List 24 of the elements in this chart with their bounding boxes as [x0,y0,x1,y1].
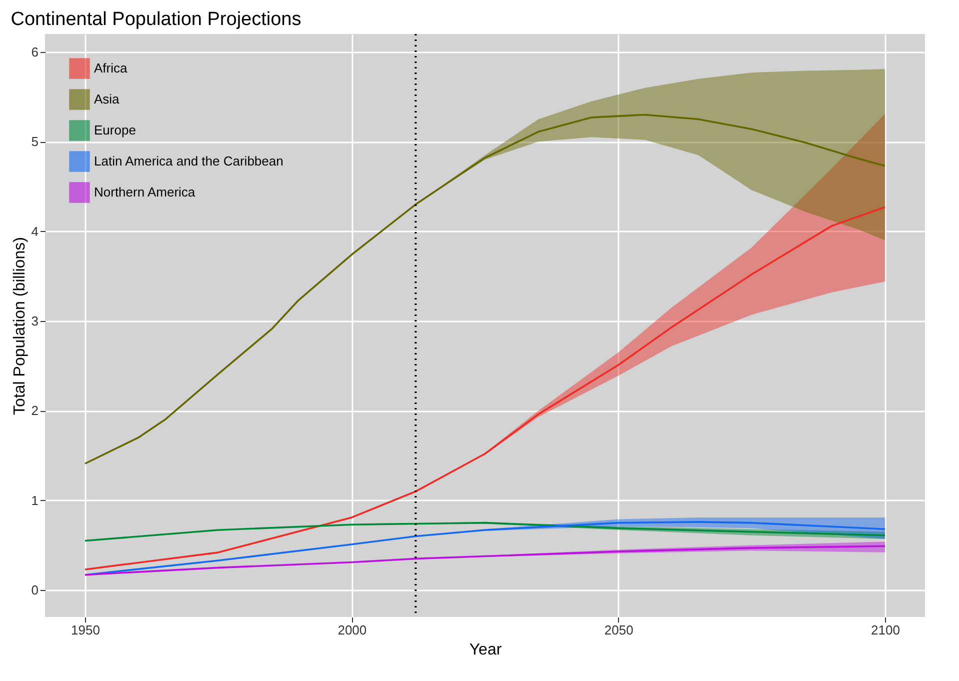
y-tick-label: 5 [31,134,38,150]
x-tick-label: 2100 [871,622,900,638]
legend-label: Africa [94,60,128,76]
line-series [84,545,886,576]
x-tick-label: 1950 [71,622,100,638]
line-series [84,206,886,570]
chart-title: Continental Population Projections [10,9,302,30]
line-series [84,521,886,576]
y-axis-title: Total Population (billions) [11,237,28,415]
y-tick-label: 4 [31,224,38,239]
x-tick-label: 2050 [604,622,634,638]
legend-label: Asia [94,92,120,106]
y-tick-label: 0 [31,582,38,598]
y-tick-label: 3 [31,314,38,329]
x-axis-title: Year [469,642,502,658]
x-tick-label: 2000 [338,622,367,638]
y-tick-label: 1 [31,492,38,508]
legend-label: Northern America [94,184,196,200]
line-series [84,114,886,465]
y-tick-label: 2 [31,403,38,418]
legend-label: Europe [94,122,136,138]
line-series [84,522,886,542]
y-tick-label: 6 [31,44,38,60]
legend-label: Latin America and the Caribbean [94,154,284,168]
